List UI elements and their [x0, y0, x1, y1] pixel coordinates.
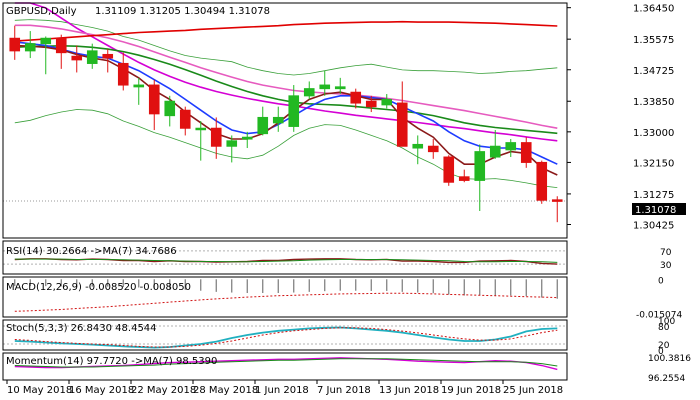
- candle-body: [365, 100, 377, 108]
- candle-body: [102, 53, 114, 59]
- price-tick-label: 1.36450: [633, 4, 674, 15]
- date-tick-label: 7 Jun 2018: [317, 385, 371, 396]
- price-tick-label: 1.33850: [633, 97, 674, 108]
- macd-tick-label: 0: [658, 276, 664, 286]
- stoch-tick-label: 100: [658, 317, 675, 327]
- price-tick-label: 1.34725: [633, 66, 674, 77]
- candle-body: [117, 62, 129, 86]
- stoch-tick-label: 20: [658, 341, 670, 351]
- candle-body: [489, 145, 501, 158]
- candle-body: [458, 176, 470, 181]
- candle-body: [381, 98, 393, 106]
- price-tick-label: 1.30425: [633, 221, 674, 232]
- date-tick-label: 28 May 2018: [193, 385, 258, 396]
- grid-lines: [3, 200, 567, 345]
- panel-frame-price: [2, 2, 568, 239]
- candles: [9, 25, 563, 223]
- candle-body: [226, 140, 238, 147]
- panel-frame-mom: [2, 352, 568, 381]
- macd-signal-line: [14, 292, 558, 312]
- candle-body: [505, 142, 517, 151]
- moving-average-line-3: [14, 44, 558, 135]
- indicator-series: [14, 258, 558, 371]
- price-tick-label: 1.32150: [633, 158, 674, 169]
- rsi-label: RSI(14) 30.2664 ->MA(7) 34.7686: [6, 246, 177, 257]
- candle-body: [412, 143, 424, 149]
- candle-body: [334, 86, 346, 90]
- candle-body: [474, 151, 486, 181]
- momentum-label: Momentum(14) 97.7720 ->MA(7) 98.5390: [6, 356, 217, 367]
- bollinger-upper-line: [14, 19, 558, 76]
- stoch-tick-label: 0: [658, 347, 664, 357]
- candle-body: [164, 100, 176, 117]
- candle-body: [241, 136, 253, 140]
- date-tick-label: 10 May 2018: [7, 385, 72, 396]
- date-tick-label: 22 May 2018: [131, 385, 196, 396]
- stoch-tick-label: 80: [658, 323, 670, 333]
- date-tick-label: 25 Jun 2018: [503, 385, 563, 396]
- chart-title: GBPUSD,Daily: [6, 6, 77, 17]
- candle-body: [24, 43, 36, 52]
- candle-body: [536, 161, 548, 201]
- candle-body: [195, 127, 207, 131]
- moving-average-line-5: [14, 44, 558, 176]
- candle-body: [55, 37, 67, 54]
- candle-body: [148, 84, 160, 115]
- candle-body: [427, 145, 439, 153]
- candle-body: [303, 88, 315, 97]
- macd-tick-label: -0.015074: [636, 311, 682, 321]
- current-price-label: 1.31078: [635, 205, 676, 216]
- price-tick-label: 1.33000: [633, 128, 674, 139]
- momentum-ma-line: [14, 358, 558, 368]
- panel-frame-macd: [2, 276, 568, 318]
- momentum-tick-label: 96.2554: [648, 374, 685, 384]
- stoch-main-line: [14, 326, 558, 349]
- rsi-tick-label: 30: [660, 261, 672, 271]
- stoch-label: Stoch(5,3,3) 26.8430 48.4544: [6, 323, 157, 334]
- ohlc-readout: 1.31109 1.31205 1.30494 1.31078: [95, 6, 270, 17]
- candle-body: [71, 55, 83, 61]
- current-price-marker: [632, 203, 686, 215]
- rsi-tick-label: 70: [660, 248, 672, 258]
- panel-frame-stoch: [2, 319, 568, 351]
- moving-average-line-0: [14, 2, 558, 142]
- price-axis: 1.36450 1.35575 1.34725 1.33850 1.33000 1.321…: [567, 4, 674, 232]
- moving-average-line-1: [14, 24, 558, 129]
- rsi-ma-line: [14, 258, 558, 263]
- candle-body: [9, 37, 21, 52]
- candle-body: [86, 50, 98, 64]
- stoch-signal-line: [14, 327, 558, 348]
- panel-frames: [2, 2, 568, 381]
- moving-average-line-2: [14, 20, 558, 42]
- price-tick-label: 1.35575: [633, 35, 674, 46]
- momentum-tick-label: 100.3816: [648, 354, 691, 364]
- date-tick-label: 19 Jun 2018: [441, 385, 501, 396]
- candle-body: [40, 37, 52, 45]
- date-tick-label: 13 Jun 2018: [379, 385, 439, 396]
- price-tick-label: 1.31275: [633, 190, 674, 201]
- candle-body: [319, 84, 331, 90]
- macd-label: MACD(12,26,9) -0.008520 -0.008050: [6, 282, 191, 293]
- date-tick-label: 1 Jun 2018: [255, 385, 309, 396]
- candle-body: [179, 109, 191, 129]
- date-tick-label: 16 May 2018: [69, 385, 134, 396]
- candle-body: [396, 102, 408, 147]
- candle-body: [210, 127, 222, 147]
- candle-body: [350, 91, 362, 104]
- candle-body: [520, 142, 532, 163]
- candle-body: [443, 156, 455, 183]
- moving-averages: [14, 2, 558, 176]
- panel-frame-rsi: [2, 240, 568, 275]
- candle-body: [288, 95, 300, 127]
- candle-body: [257, 116, 269, 135]
- candle-body: [272, 116, 284, 124]
- candle-body: [133, 84, 145, 88]
- candle-body: [551, 199, 563, 202]
